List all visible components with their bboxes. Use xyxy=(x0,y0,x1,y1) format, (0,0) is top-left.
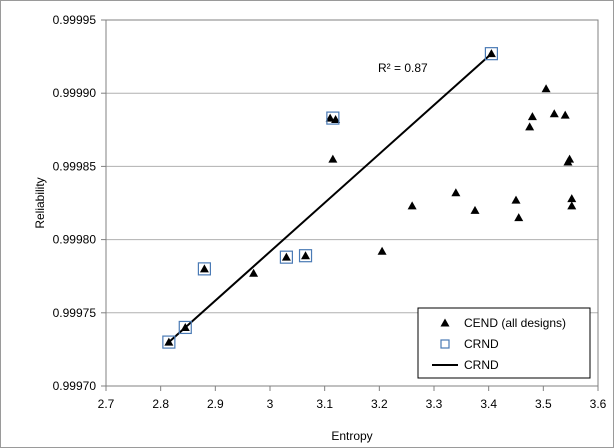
plot-area xyxy=(105,19,599,387)
x-tick-label: 3 xyxy=(267,397,274,411)
fit-line xyxy=(168,52,493,343)
x-tick-label: 3.3 xyxy=(426,397,443,411)
legend-label: CRND xyxy=(464,358,499,372)
y-axis-title: Reliability xyxy=(33,177,47,228)
x-tick-label: 3.6 xyxy=(590,397,607,411)
x-tick-label: 2.7 xyxy=(98,397,115,411)
cend-point xyxy=(249,268,259,277)
cend-point xyxy=(525,122,535,131)
cend-point xyxy=(511,195,521,204)
crnd-point xyxy=(197,262,211,276)
cend-point xyxy=(560,110,570,119)
r-squared-annotation: R² = 0.87 xyxy=(378,61,428,75)
cend-point xyxy=(377,246,387,255)
x-axis-title: Entropy xyxy=(331,429,372,443)
x-tick-label: 3.5 xyxy=(535,397,552,411)
legend-square-key xyxy=(440,339,450,349)
crnd-point xyxy=(326,111,340,125)
y-tick-label: 0.99975 xyxy=(53,306,97,320)
cend-point xyxy=(514,213,524,222)
cend-point xyxy=(199,264,209,273)
x-tick-label: 2.9 xyxy=(207,397,224,411)
cend-point xyxy=(549,109,559,118)
y-tick-label: 0.99995 xyxy=(53,13,97,27)
cend-point xyxy=(567,194,577,203)
cend-point xyxy=(451,188,461,197)
x-axis: 2.7 2.8 2.9 3 3.1 3.2 3.3 3.4 3.5 3.6 xyxy=(98,386,607,411)
legend-label: CRND xyxy=(464,337,499,351)
y-tick-label: 0.99990 xyxy=(53,86,97,100)
cend-point xyxy=(407,201,417,210)
crnd-point xyxy=(484,47,498,61)
data-points xyxy=(162,47,577,349)
x-tick-label: 3.2 xyxy=(371,397,388,411)
crnd-point xyxy=(178,320,192,335)
cend-point xyxy=(325,113,335,122)
crnd-point xyxy=(162,335,176,349)
cend-point xyxy=(541,84,551,93)
y-tick-label: 0.99985 xyxy=(53,159,97,173)
cend-point xyxy=(565,154,575,163)
legend-triangle-key xyxy=(440,318,450,327)
cend-point xyxy=(331,115,341,124)
cend-point xyxy=(281,252,291,261)
x-tick-label: 3.1 xyxy=(316,397,333,411)
cend-point xyxy=(301,251,311,260)
fit-line-layer xyxy=(168,52,493,343)
cend-point xyxy=(164,337,174,346)
cend-point xyxy=(180,322,190,331)
x-tick-label: 2.8 xyxy=(152,397,169,411)
y-axis: 0.99970 0.99975 0.99980 0.99985 0.99990 0.999… xyxy=(53,13,106,393)
y-tick-label: 0.99980 xyxy=(53,233,97,247)
legend-label: CEND (all designs) xyxy=(464,316,566,330)
cend-point xyxy=(328,154,338,163)
cend-point xyxy=(567,201,577,210)
x-tick-label: 3.4 xyxy=(480,397,497,411)
legend-box xyxy=(417,307,591,379)
crnd-point xyxy=(279,250,293,264)
y-tick-label: 0.99970 xyxy=(53,379,97,393)
crnd-point xyxy=(298,249,313,263)
cend-point xyxy=(470,205,480,214)
cend-point xyxy=(486,49,496,58)
legend: CEND (all designs) CRND CRND xyxy=(417,307,591,379)
cend-point xyxy=(527,112,537,121)
